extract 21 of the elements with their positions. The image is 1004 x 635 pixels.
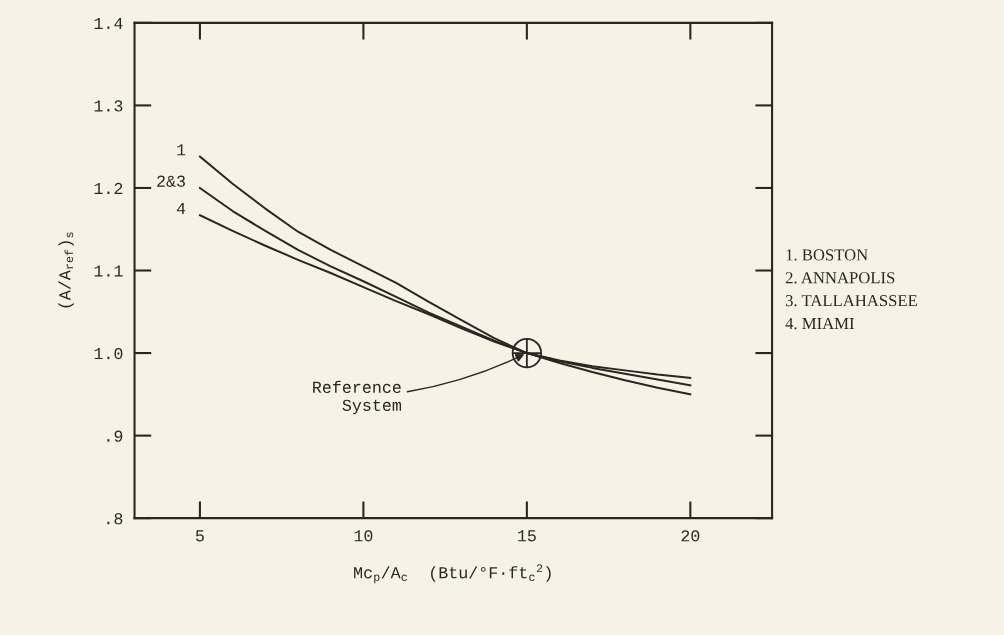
text: 1. BOSTON xyxy=(786,249,868,261)
y-tick-label: 1.3 xyxy=(94,100,123,112)
x-tick-label: 10 xyxy=(354,530,373,542)
series-label: 1 xyxy=(177,144,186,156)
y-tick-label: .9 xyxy=(107,430,123,442)
y-tick-label: 1.0 xyxy=(94,347,123,360)
y-tick-label: 1.2 xyxy=(94,182,123,194)
text: 2. ANNAPOLIS xyxy=(785,272,895,284)
text: 4. MIAMI xyxy=(785,317,854,330)
y-tick-label: 1.1 xyxy=(94,265,123,277)
y-tick-label: .8 xyxy=(107,513,123,525)
annotation: Reference System xyxy=(313,380,402,415)
text: Mc$_{p}$/A$_{c}$ (Btu/°F·ft$_{c}$$^{2}$) xyxy=(354,564,551,584)
x-tick-label: 15 xyxy=(518,530,536,542)
y-axis-title: (A/A$_{ref}$)$_{s}$ xyxy=(58,232,74,308)
x-tick-label: 20 xyxy=(681,530,700,542)
legend-label: 2&3 xyxy=(157,175,185,187)
text: 3. TALLAHASSEE xyxy=(785,295,917,307)
series-label: 4 xyxy=(176,202,186,214)
y-tick-label: 1.4 xyxy=(94,17,123,29)
x-tick-label: 5 xyxy=(195,530,204,542)
